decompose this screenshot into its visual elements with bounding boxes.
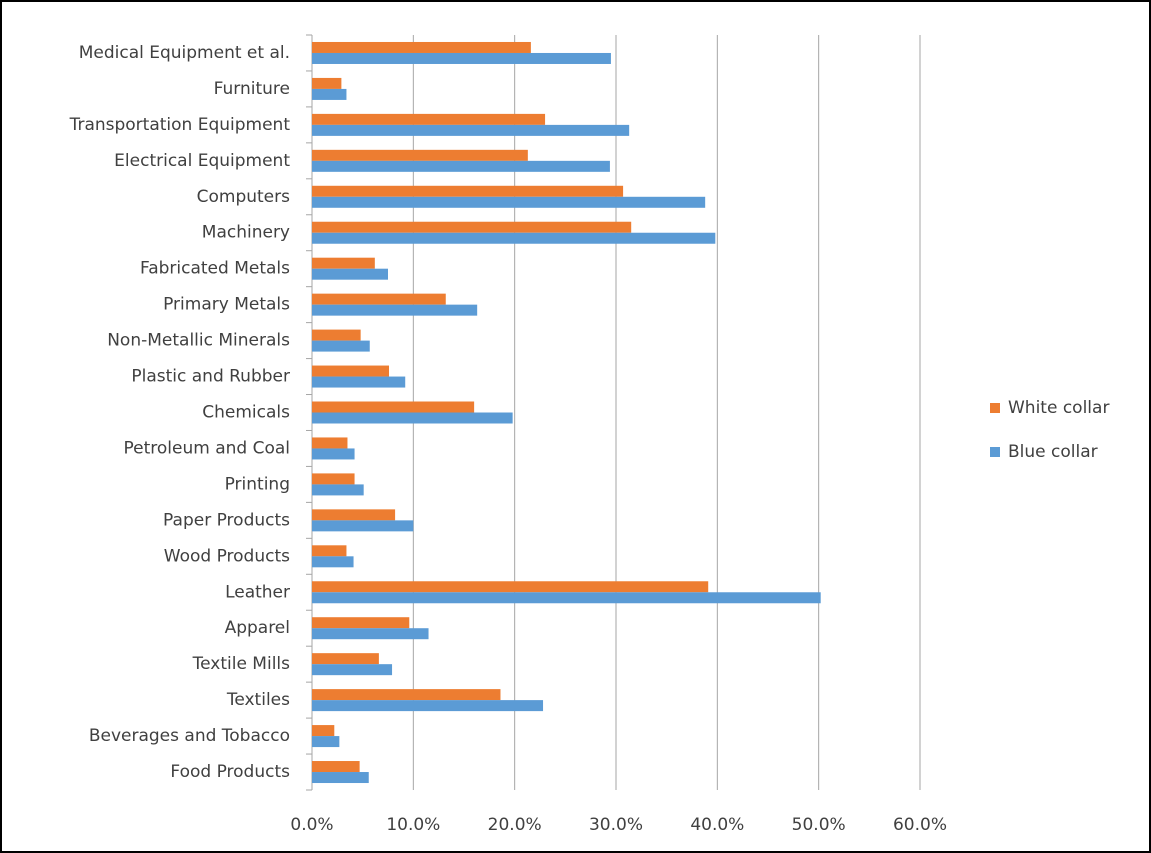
y-tick-label: Leather	[225, 582, 290, 602]
bar	[312, 221, 632, 233]
bar	[312, 196, 706, 208]
x-tick-label: 40.0%	[690, 815, 744, 835]
bar	[312, 268, 388, 280]
y-tick-label: Non-Metallic Minerals	[107, 331, 290, 351]
bar	[312, 473, 355, 485]
x-tick-label: 50.0%	[792, 815, 846, 835]
legend-swatch	[990, 403, 1000, 413]
bar	[312, 52, 611, 64]
bar	[312, 77, 342, 89]
y-tick-label: Fabricated Metals	[140, 259, 290, 279]
bar	[312, 232, 716, 244]
bar	[312, 88, 347, 100]
bar	[312, 700, 544, 712]
bar	[312, 725, 335, 737]
bar	[312, 689, 501, 701]
bar	[312, 340, 370, 352]
bar	[312, 365, 390, 377]
y-tick-label: Medical Equipment et al.	[79, 43, 290, 63]
bar	[312, 617, 410, 629]
y-tick-label: Textiles	[226, 690, 290, 710]
bar	[312, 736, 340, 748]
legend-swatch	[990, 447, 1000, 457]
x-tick-label: 0.0%	[290, 815, 333, 835]
bar	[312, 437, 348, 449]
bar	[312, 304, 478, 316]
bar	[312, 581, 709, 593]
bar	[312, 484, 364, 496]
bar	[312, 772, 369, 784]
y-tick-label: Electrical Equipment	[114, 151, 290, 171]
bar	[312, 592, 821, 604]
x-tick-label: 60.0%	[893, 815, 947, 835]
y-tick-label: Beverages and Tobacco	[89, 726, 290, 746]
legend-label: Blue collar	[1008, 442, 1098, 462]
bar	[312, 124, 630, 136]
y-tick-label: Printing	[225, 474, 290, 494]
y-tick-label: Chemicals	[202, 403, 290, 423]
y-tick-label: Primary Metals	[163, 295, 290, 315]
bar	[312, 185, 624, 197]
bar	[312, 628, 429, 640]
bar	[312, 412, 513, 424]
bar	[312, 257, 375, 269]
bar	[312, 329, 361, 341]
x-tick-label: 20.0%	[488, 815, 542, 835]
y-tick-label: Transportation Equipment	[69, 115, 291, 135]
bar	[312, 761, 360, 773]
y-tick-label: Apparel	[225, 618, 290, 638]
bar	[312, 113, 546, 125]
x-tick-label: 10.0%	[386, 815, 440, 835]
bar	[312, 293, 446, 305]
y-tick-label: Plastic and Rubber	[131, 367, 290, 387]
y-tick-label: Wood Products	[164, 546, 290, 566]
legend-label: White collar	[1008, 398, 1109, 418]
y-tick-label: Textile Mills	[192, 654, 291, 674]
bar	[312, 653, 379, 665]
bar	[312, 149, 528, 161]
bar	[312, 556, 354, 568]
y-tick-label: Paper Products	[163, 510, 290, 530]
bar	[312, 160, 610, 172]
bar	[312, 509, 396, 521]
x-tick-label: 30.0%	[589, 815, 643, 835]
bar	[312, 520, 414, 532]
bar	[312, 664, 393, 676]
bar	[312, 41, 531, 53]
y-tick-label: Computers	[197, 187, 291, 207]
y-tick-label: Food Products	[170, 762, 290, 782]
bar	[312, 545, 347, 557]
y-tick-label: Machinery	[202, 223, 290, 243]
y-tick-label: Petroleum and Coal	[123, 438, 290, 458]
bar	[312, 376, 406, 388]
bar	[312, 448, 355, 460]
y-tick-label: Furniture	[214, 79, 290, 99]
bar	[312, 401, 475, 413]
